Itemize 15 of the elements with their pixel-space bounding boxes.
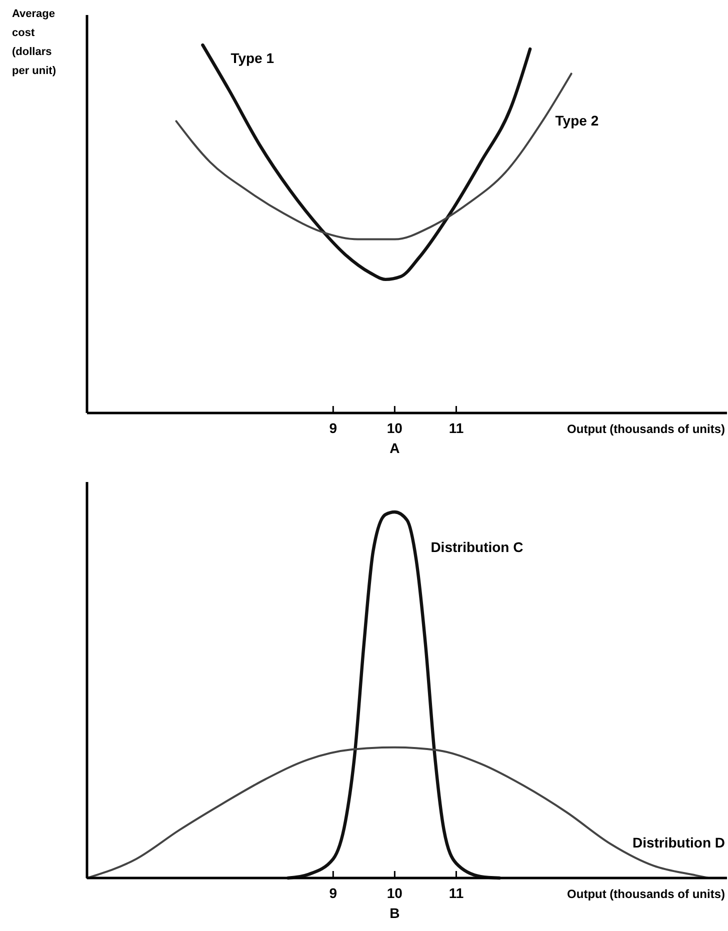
series-label: Type 1 [230, 50, 274, 66]
series-label: Type 2 [555, 112, 599, 129]
y-axis-title: Average cost (dollars per unit) [12, 8, 56, 77]
x-axis-title: Output (thousands of units) [567, 422, 726, 436]
x-tick-label: 11 [448, 420, 464, 436]
x-axis-title: Output (thousands of units) [567, 887, 726, 901]
text: B [390, 905, 400, 921]
x-tick-label: 10 [386, 420, 403, 436]
x-tick-label: 9 [329, 420, 338, 436]
x-tick-label: 11 [448, 885, 464, 901]
x-tick-label: 10 [386, 885, 403, 901]
text: A [390, 440, 400, 456]
series-label: Distribution D [632, 834, 725, 851]
x-tick-label: 9 [329, 885, 338, 901]
series-label: Distribution C [430, 539, 524, 555]
